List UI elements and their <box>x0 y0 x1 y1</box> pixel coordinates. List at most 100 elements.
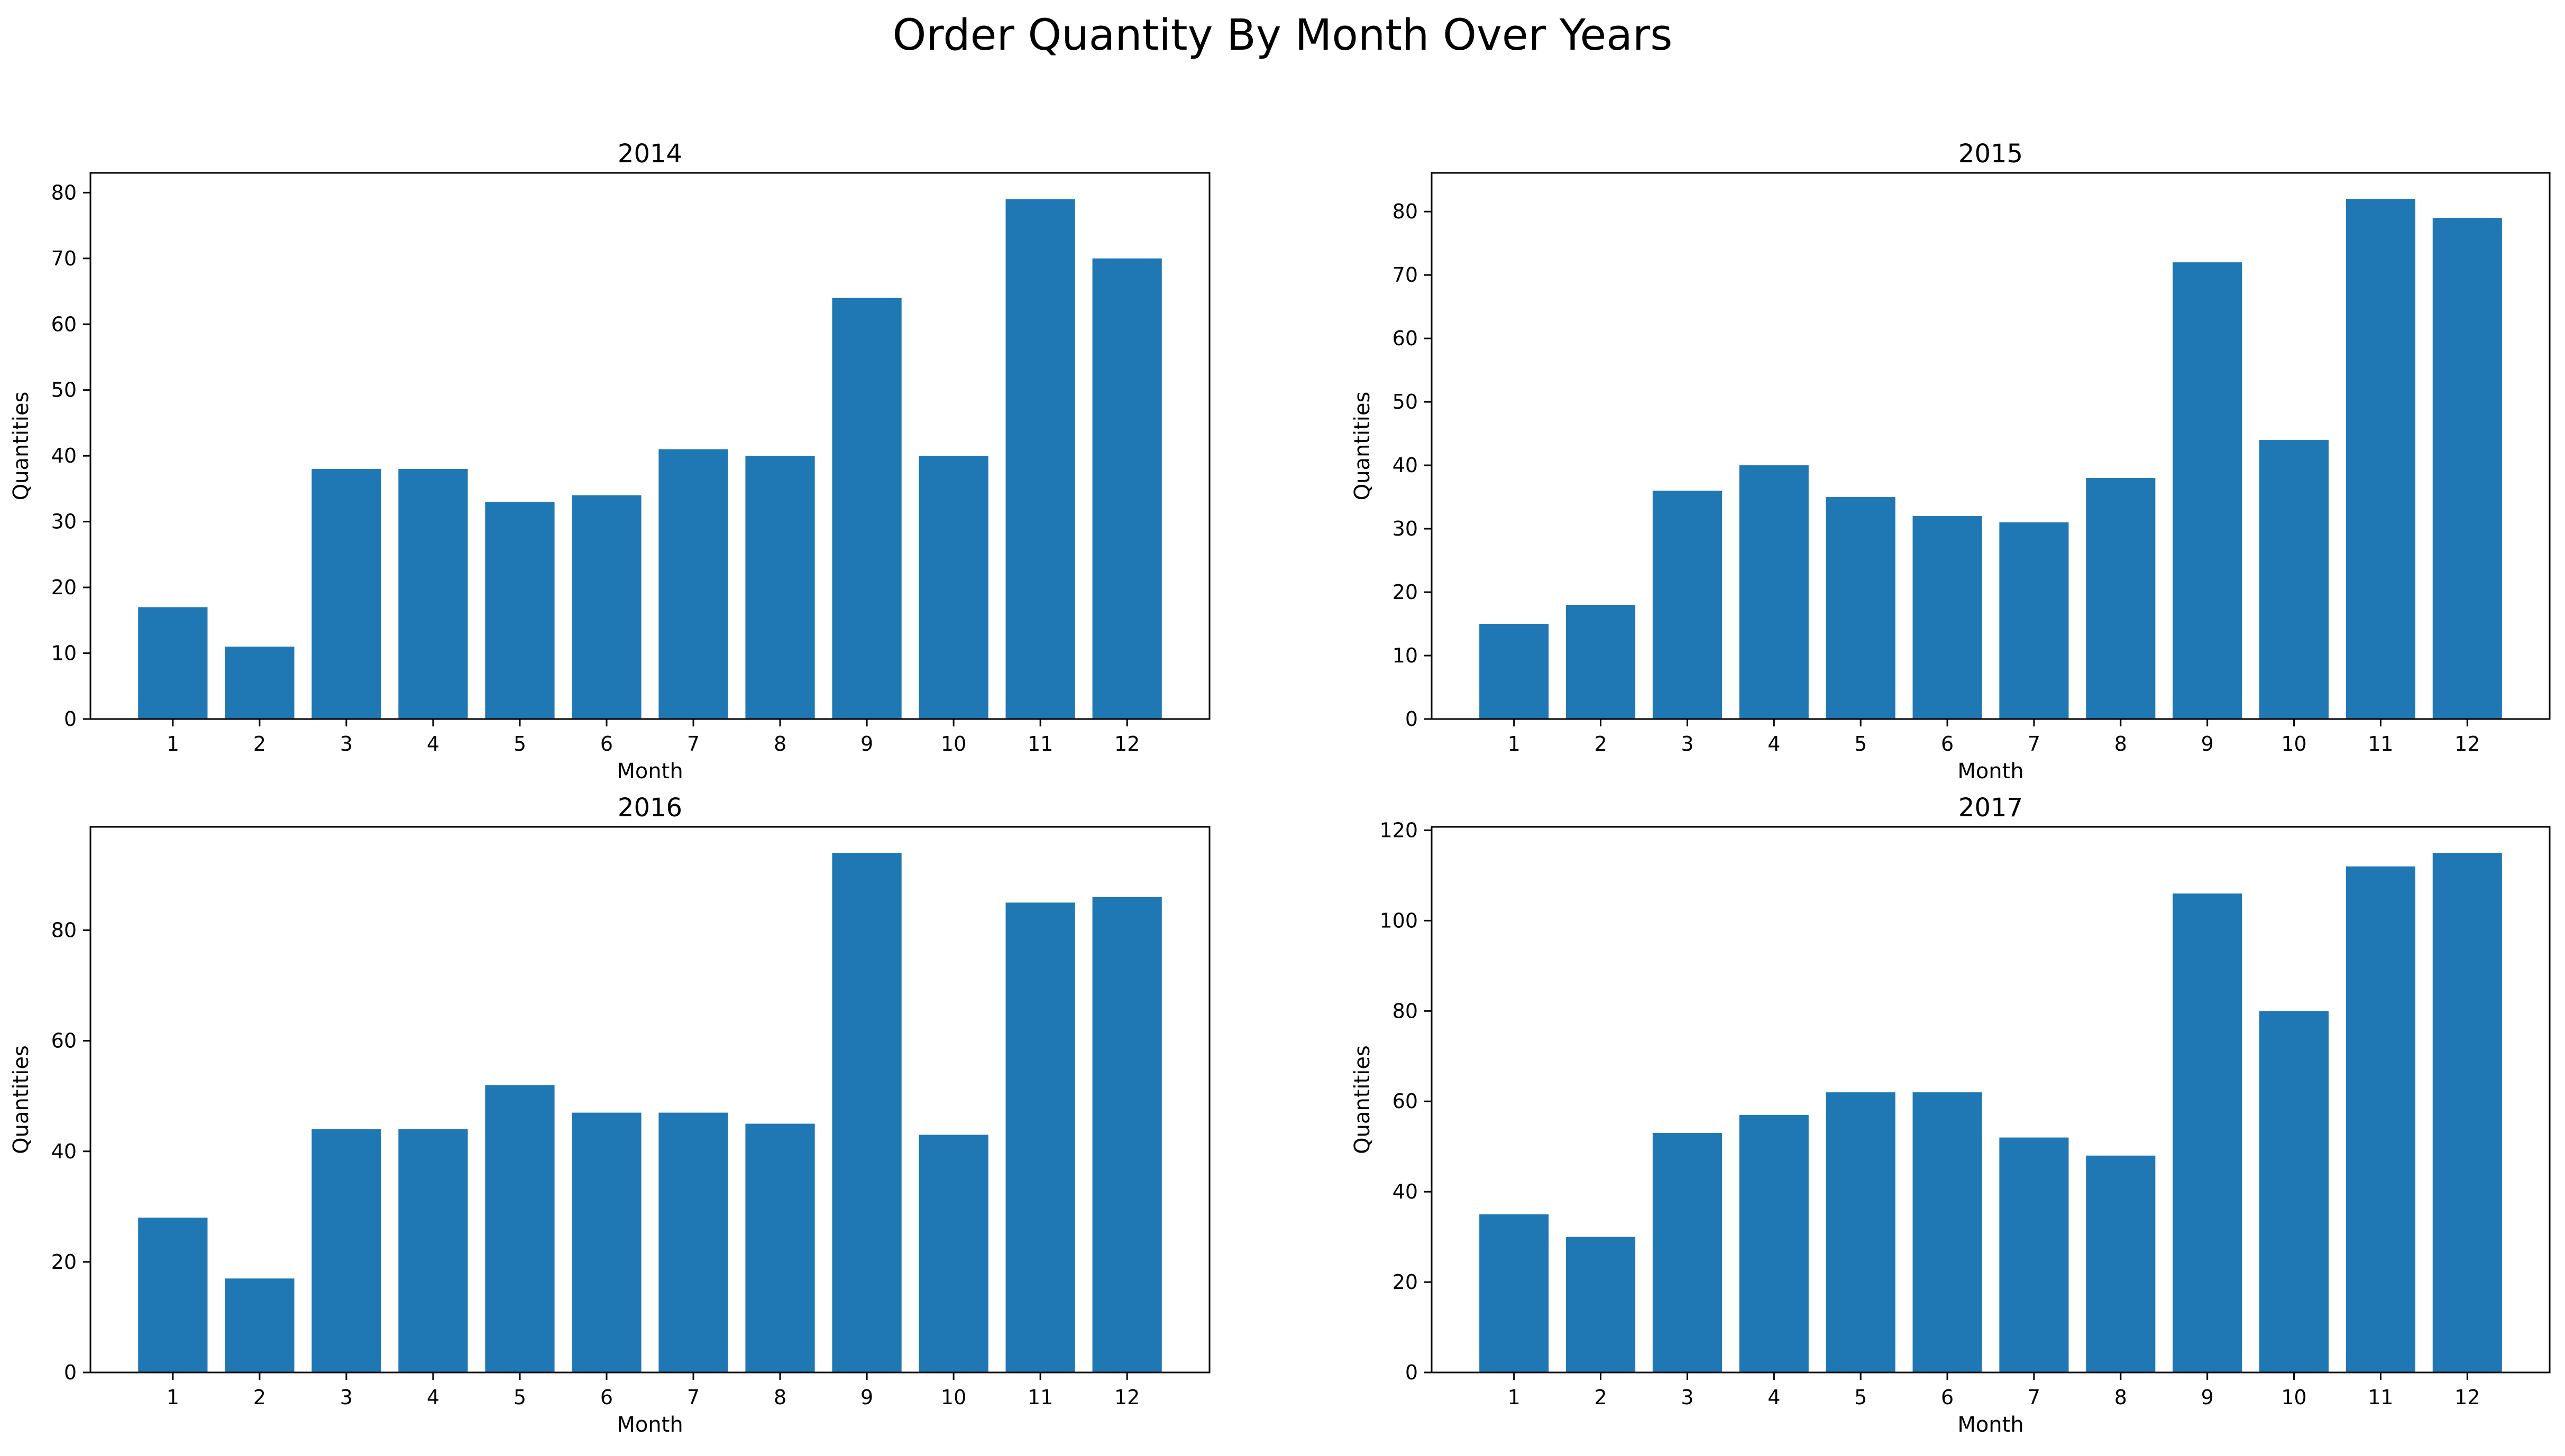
x-axis-label: Month <box>1957 1413 2023 1437</box>
x-tick-label: 6 <box>600 732 613 755</box>
bar-2014-month-9 <box>832 298 902 719</box>
bar-2014-month-4 <box>398 469 468 719</box>
bar-2014-month-7 <box>658 449 728 719</box>
x-tick-label: 9 <box>2201 1386 2214 1409</box>
y-tick-label: 80 <box>1393 200 1418 223</box>
y-tick-label: 120 <box>1379 818 1418 842</box>
x-tick-label: 9 <box>2201 732 2214 755</box>
y-tick-label: 20 <box>1393 1270 1418 1294</box>
x-tick-label: 9 <box>860 1386 873 1409</box>
bar-2017-month-4 <box>1739 1114 1809 1372</box>
y-axis-label: Quantities <box>9 392 33 501</box>
x-tick-label: 7 <box>687 732 700 755</box>
y-tick-label: 100 <box>1379 909 1418 932</box>
y-tick-label: 80 <box>51 919 77 942</box>
bar-2017-month-6 <box>1912 1092 1982 1372</box>
y-tick-label: 80 <box>1393 999 1418 1022</box>
y-tick-label: 70 <box>51 247 77 270</box>
y-tick-label: 40 <box>1393 1180 1418 1203</box>
y-tick-label: 40 <box>51 1140 77 1163</box>
subplot-2017: 1 2 3 4 5 6 7 8 9 10 11 120204060801001202017MonthQ… <box>1350 793 2551 1437</box>
bar-2016-month-10 <box>919 1135 988 1372</box>
bar-2014-month-3 <box>312 469 381 719</box>
x-tick-label: 2 <box>1594 732 1607 755</box>
x-tick-label: 10 <box>941 732 966 755</box>
bar-2015-month-5 <box>1826 497 1895 719</box>
x-tick-label: 5 <box>514 1386 526 1409</box>
bar-2014-month-10 <box>919 456 988 719</box>
bar-2014-month-1 <box>138 607 208 719</box>
x-tick-label: 11 <box>2368 732 2393 755</box>
bar-2014-month-8 <box>745 456 815 719</box>
y-tick-label: 60 <box>1393 327 1418 350</box>
bar-2015-month-6 <box>1912 516 1982 719</box>
x-tick-label: 12 <box>2454 1386 2480 1409</box>
x-tick-label: 8 <box>2114 1386 2127 1409</box>
y-tick-label: 10 <box>1393 644 1418 667</box>
bar-2014-month-5 <box>485 502 555 719</box>
x-tick-label: 1 <box>1508 732 1520 755</box>
y-tick-label: 10 <box>51 642 77 665</box>
x-axis-label: Month <box>1957 759 2023 784</box>
x-tick-label: 2 <box>1594 1386 1607 1409</box>
bar-2015-month-1 <box>1479 624 1549 719</box>
bar-2017-month-10 <box>2259 1011 2329 1372</box>
bar-2017-month-12 <box>2432 853 2502 1372</box>
y-axis-label: Quantities <box>1350 392 1375 501</box>
plot-frame <box>1431 172 2551 720</box>
x-tick-label: 12 <box>2454 732 2480 755</box>
x-tick-label: 10 <box>2281 732 2306 755</box>
x-tick-label: 3 <box>1681 732 1693 755</box>
y-tick-label: 0 <box>64 707 77 731</box>
bar-2016-month-3 <box>312 1129 381 1372</box>
bar-2015-month-3 <box>1652 491 1722 719</box>
x-tick-label: 5 <box>1854 1386 1867 1409</box>
y-tick-label: 30 <box>1393 517 1418 540</box>
y-tick-label: 40 <box>1393 454 1418 477</box>
bar-2016-month-11 <box>1005 902 1075 1372</box>
bar-2015-month-9 <box>2173 262 2242 719</box>
x-axis-label: Month <box>617 1413 683 1437</box>
bar-2015-month-12 <box>2432 218 2502 719</box>
x-tick-label: 10 <box>2281 1386 2306 1409</box>
bar-2015-month-11 <box>2346 199 2415 719</box>
y-tick-label: 30 <box>51 510 77 533</box>
bar-2016-month-9 <box>832 853 902 1372</box>
x-tick-label: 2 <box>253 1386 266 1409</box>
bar-2014-month-11 <box>1005 199 1075 719</box>
y-tick-label: 40 <box>51 444 77 467</box>
x-tick-label: 4 <box>1767 732 1780 755</box>
x-tick-label: 7 <box>687 1386 700 1409</box>
x-tick-label: 3 <box>340 1386 353 1409</box>
x-tick-label: 4 <box>427 732 439 755</box>
bar-2016-month-1 <box>138 1218 208 1372</box>
x-tick-label: 1 <box>167 732 179 755</box>
x-tick-label: 9 <box>860 732 873 755</box>
x-tick-label: 1 <box>167 1386 179 1409</box>
y-tick-label: 80 <box>51 181 77 204</box>
x-tick-label: 11 <box>1028 1386 1053 1409</box>
y-tick-label: 50 <box>51 379 77 402</box>
y-tick-label: 70 <box>1393 263 1418 287</box>
subplot-title: 2016 <box>618 793 682 823</box>
figure-title: Order Quantity By Month Over Years <box>893 11 1673 60</box>
x-axis-label: Month <box>617 759 683 784</box>
y-tick-label: 60 <box>1393 1090 1418 1113</box>
subplot-grid: 1 2 3 4 5 6 7 8 9 10 11 12010203040506070802014Mont… <box>9 139 2551 1437</box>
subplot-title: 2017 <box>1958 793 2023 823</box>
x-tick-label: 5 <box>1854 732 1867 755</box>
bar-2014-month-2 <box>225 647 295 719</box>
x-tick-label: 3 <box>1681 1386 1693 1409</box>
y-tick-label: 50 <box>1393 390 1418 413</box>
y-axis-label: Quantities <box>9 1045 33 1154</box>
bar-2015-month-4 <box>1739 465 1809 719</box>
bar-2015-month-7 <box>1999 522 2069 719</box>
plot-frame <box>89 826 1211 1374</box>
bar-2017-month-9 <box>2173 893 2242 1372</box>
y-axis-label: Quantities <box>1350 1045 1375 1154</box>
x-tick-label: 3 <box>340 732 353 755</box>
bar-2016-month-12 <box>1092 897 1162 1372</box>
x-tick-label: 11 <box>2368 1386 2393 1409</box>
bar-2016-month-8 <box>745 1123 815 1372</box>
subplot-title: 2014 <box>618 139 682 169</box>
